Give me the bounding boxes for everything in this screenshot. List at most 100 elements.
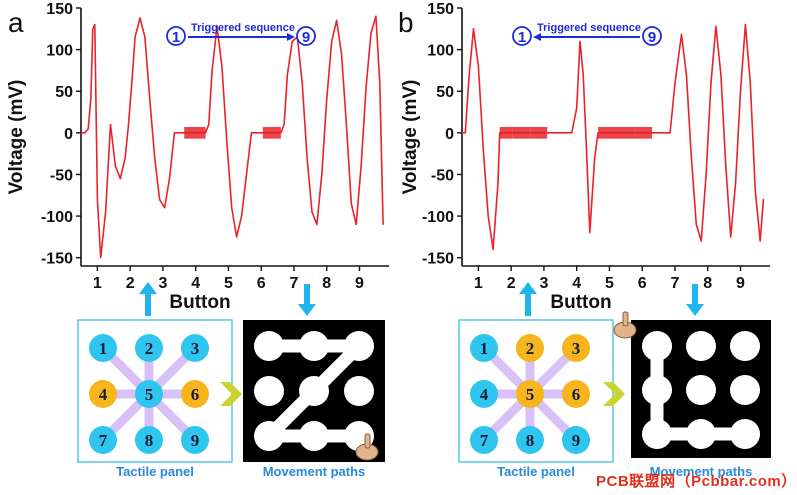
tactile-button-number: 3 — [572, 339, 581, 358]
data-point — [730, 236, 732, 238]
data-point — [321, 173, 323, 176]
tactile-button — [516, 334, 544, 362]
data-point — [240, 215, 243, 217]
data-point — [695, 223, 697, 225]
x-tick-label: 8 — [322, 275, 331, 292]
data-point — [734, 182, 737, 184]
tactile-button-number: 1 — [99, 339, 108, 358]
data-point — [664, 132, 666, 134]
movement-paths-caption: Movement paths — [263, 464, 366, 479]
data-point — [566, 132, 568, 134]
y-tick-label: -150 — [422, 251, 454, 268]
data-point — [114, 165, 117, 167]
data-point — [561, 132, 563, 134]
tactile-button — [89, 426, 117, 454]
data-point — [594, 157, 596, 159]
data-point — [685, 73, 688, 76]
movement-node — [686, 331, 716, 361]
data-point — [551, 132, 553, 134]
data-point — [468, 73, 470, 76]
y-tick-label: 50 — [55, 84, 73, 101]
data-point — [154, 157, 156, 159]
data-point — [208, 123, 210, 126]
signal-plateau — [262, 127, 281, 139]
data-point — [87, 128, 89, 130]
data-point — [144, 36, 146, 38]
movement-node — [730, 331, 760, 361]
data-point — [579, 40, 581, 42]
chart-panel-a: a -150 -100 -50 0 50 100 150 1 2 3 4 5 6 7 8 9 Button Volt… — [6, 1, 389, 479]
y-tick-label: 0 — [445, 126, 454, 143]
data-point — [659, 132, 661, 134]
x-axis-label: Button — [169, 292, 230, 313]
signal-plateau — [530, 127, 548, 139]
tactile-button — [470, 380, 498, 408]
data-point — [173, 132, 175, 134]
watermark-text: PCB联盟网（Pcbbar.com） — [596, 473, 797, 490]
tactile-button-number: 6 — [572, 385, 581, 404]
data-point — [499, 132, 501, 134]
data-point — [487, 215, 489, 217]
data-point — [360, 165, 362, 167]
movement-node — [642, 419, 672, 449]
hand-finger — [364, 433, 371, 449]
data-point — [183, 132, 185, 134]
data-point — [283, 123, 285, 126]
data-point — [326, 98, 328, 101]
y-axis-label: Voltage (mV) — [6, 80, 27, 195]
data-point — [700, 240, 702, 242]
x-tick-label: 3 — [539, 275, 548, 292]
data-point — [375, 15, 377, 17]
y-tick-label: -100 — [422, 209, 454, 226]
data-point — [96, 198, 98, 201]
tactile-button-number: 8 — [526, 431, 535, 450]
data-point — [482, 148, 484, 151]
sequence-end-circle — [296, 26, 316, 46]
data-point — [255, 132, 257, 134]
tactile-button — [135, 334, 163, 362]
tactile-button — [562, 426, 590, 454]
tactile-button-number: 9 — [191, 431, 200, 450]
data-point — [370, 32, 372, 34]
data-point — [286, 73, 289, 76]
data-point — [180, 132, 182, 134]
data-point — [705, 173, 707, 176]
data-point — [754, 190, 756, 192]
data-point — [472, 28, 475, 30]
down-arrow-shaft — [304, 284, 310, 306]
tactile-panel-caption: Tactile panel — [116, 464, 194, 479]
tactile-button — [181, 334, 209, 362]
data-point — [674, 82, 676, 84]
x-tick-label: 9 — [355, 275, 364, 292]
movement-node — [642, 375, 672, 405]
data-point — [762, 198, 765, 201]
sequence-start-label: 1 — [172, 29, 180, 46]
data-point — [715, 25, 717, 27]
data-point — [589, 232, 591, 234]
y-axis-label: Voltage (mV) — [400, 80, 421, 195]
signal-plateau — [184, 127, 206, 139]
data-point — [236, 236, 238, 238]
data-point — [211, 69, 213, 72]
data-point — [149, 98, 151, 101]
data-point — [725, 165, 727, 167]
data-point — [316, 223, 318, 225]
signal-plateau — [499, 127, 513, 139]
down-arrow-shaft — [692, 284, 698, 306]
sequence-start-circle — [166, 26, 186, 46]
tactile-button — [89, 334, 117, 362]
tactile-button-number: 2 — [526, 339, 535, 358]
data-point — [546, 132, 548, 134]
x-tick-label: 2 — [126, 275, 135, 292]
sequence-arrow-head — [533, 33, 541, 41]
x-tick-label: 8 — [703, 275, 712, 292]
data-point — [204, 132, 207, 134]
data-point — [311, 211, 313, 213]
tactile-button-number: 2 — [145, 339, 154, 358]
data-point — [597, 132, 599, 134]
movement-node — [254, 376, 284, 406]
hand-pointer-icon — [613, 311, 637, 339]
data-point — [131, 82, 133, 84]
data-point — [84, 132, 86, 134]
sequence-start-label: 1 — [518, 29, 526, 46]
